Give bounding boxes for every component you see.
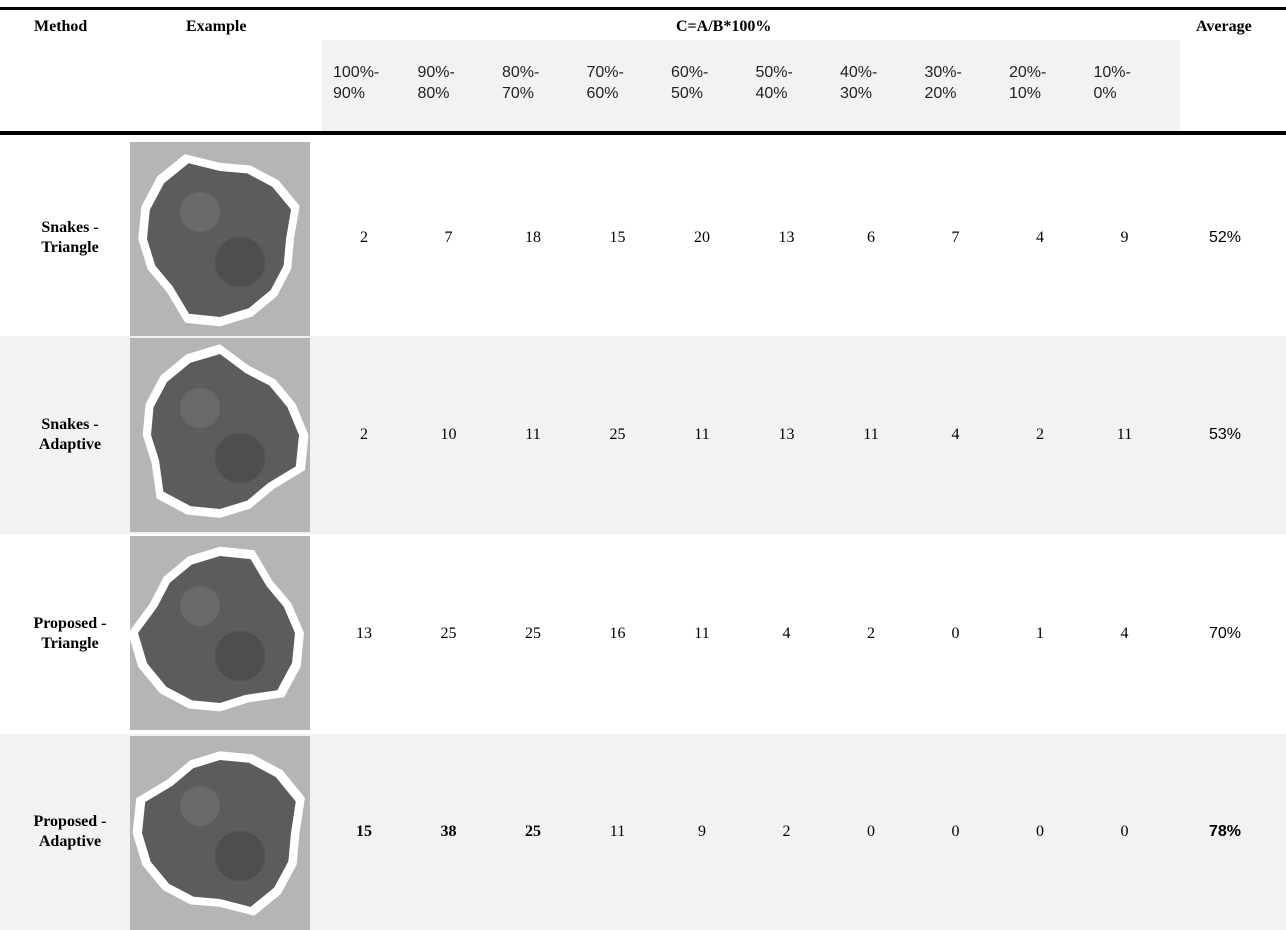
bin-label: 80%- 70% [502,62,562,104]
method-label: Snakes - Adaptive [22,415,118,455]
cell-value: 13 [745,229,829,247]
average-value: 53% [1180,426,1270,444]
cell-value: 25 [407,625,491,643]
cell-value: 15 [576,229,660,247]
cell-value: 2 [829,625,913,643]
cell-value: 25 [491,625,575,643]
average-value: 78% [1180,823,1270,841]
cell-value: 11 [829,426,913,444]
cell-value: 20 [660,229,744,247]
average-value: 70% [1180,625,1270,643]
cell-value: 4 [1083,625,1167,643]
example-image [130,338,310,532]
page: Method Example C=A/B*100% Average 100%- … [0,0,1286,930]
cell-value: 0 [829,823,913,841]
cell-value: 2 [322,426,406,444]
bin-label: 70%- 60% [587,62,647,104]
cell-value: 11 [1083,426,1167,444]
cell-value: 11 [660,625,744,643]
bin-label: 100%- 90% [333,62,393,104]
cell-value: 15 [322,823,406,841]
bin-label: 10%- 0% [1094,62,1154,104]
cell-value: 2 [998,426,1082,444]
header-example: Example [186,18,246,36]
method-label: Snakes - Triangle [22,218,118,258]
cell-value: 2 [322,229,406,247]
cell-value: 0 [998,823,1082,841]
header-method: Method [34,18,87,36]
cell-value: 16 [576,625,660,643]
bin-label: 20%- 10% [1009,62,1069,104]
cell-value: 6 [829,229,913,247]
cell-value: 10 [407,426,491,444]
cell-value: 7 [407,229,491,247]
average-value: 52% [1180,229,1270,247]
header-average: Average [1196,18,1252,36]
cell-value: 11 [660,426,744,444]
cell-value: 13 [322,625,406,643]
cell-value: 0 [914,823,998,841]
cell-value: 0 [1083,823,1167,841]
cell-value: 11 [576,823,660,841]
bin-label: 60%- 50% [671,62,731,104]
cell-value: 13 [745,426,829,444]
cell-value: 1 [998,625,1082,643]
example-image [130,142,310,336]
cell-value: 4 [914,426,998,444]
top-rule [0,7,1286,10]
cell-value: 4 [745,625,829,643]
bin-label: 40%- 30% [840,62,900,104]
cell-value: 25 [491,823,575,841]
cell-value: 4 [998,229,1082,247]
cell-value: 11 [491,426,575,444]
cell-value: 2 [745,823,829,841]
method-label: Proposed - Triangle [22,614,118,654]
cell-value: 9 [1083,229,1167,247]
bin-label: 90%- 80% [418,62,478,104]
cell-value: 9 [660,823,744,841]
cell-value: 7 [914,229,998,247]
header-rule [0,131,1286,135]
example-image [130,736,310,930]
header-group: C=A/B*100% [676,18,771,36]
bin-label: 50%- 40% [756,62,816,104]
bin-label: 30%- 20% [925,62,985,104]
method-label: Proposed - Adaptive [30,812,110,852]
example-image [130,536,310,730]
cell-value: 25 [576,426,660,444]
cell-value: 38 [407,823,491,841]
cell-value: 0 [914,625,998,643]
cell-value: 18 [491,229,575,247]
